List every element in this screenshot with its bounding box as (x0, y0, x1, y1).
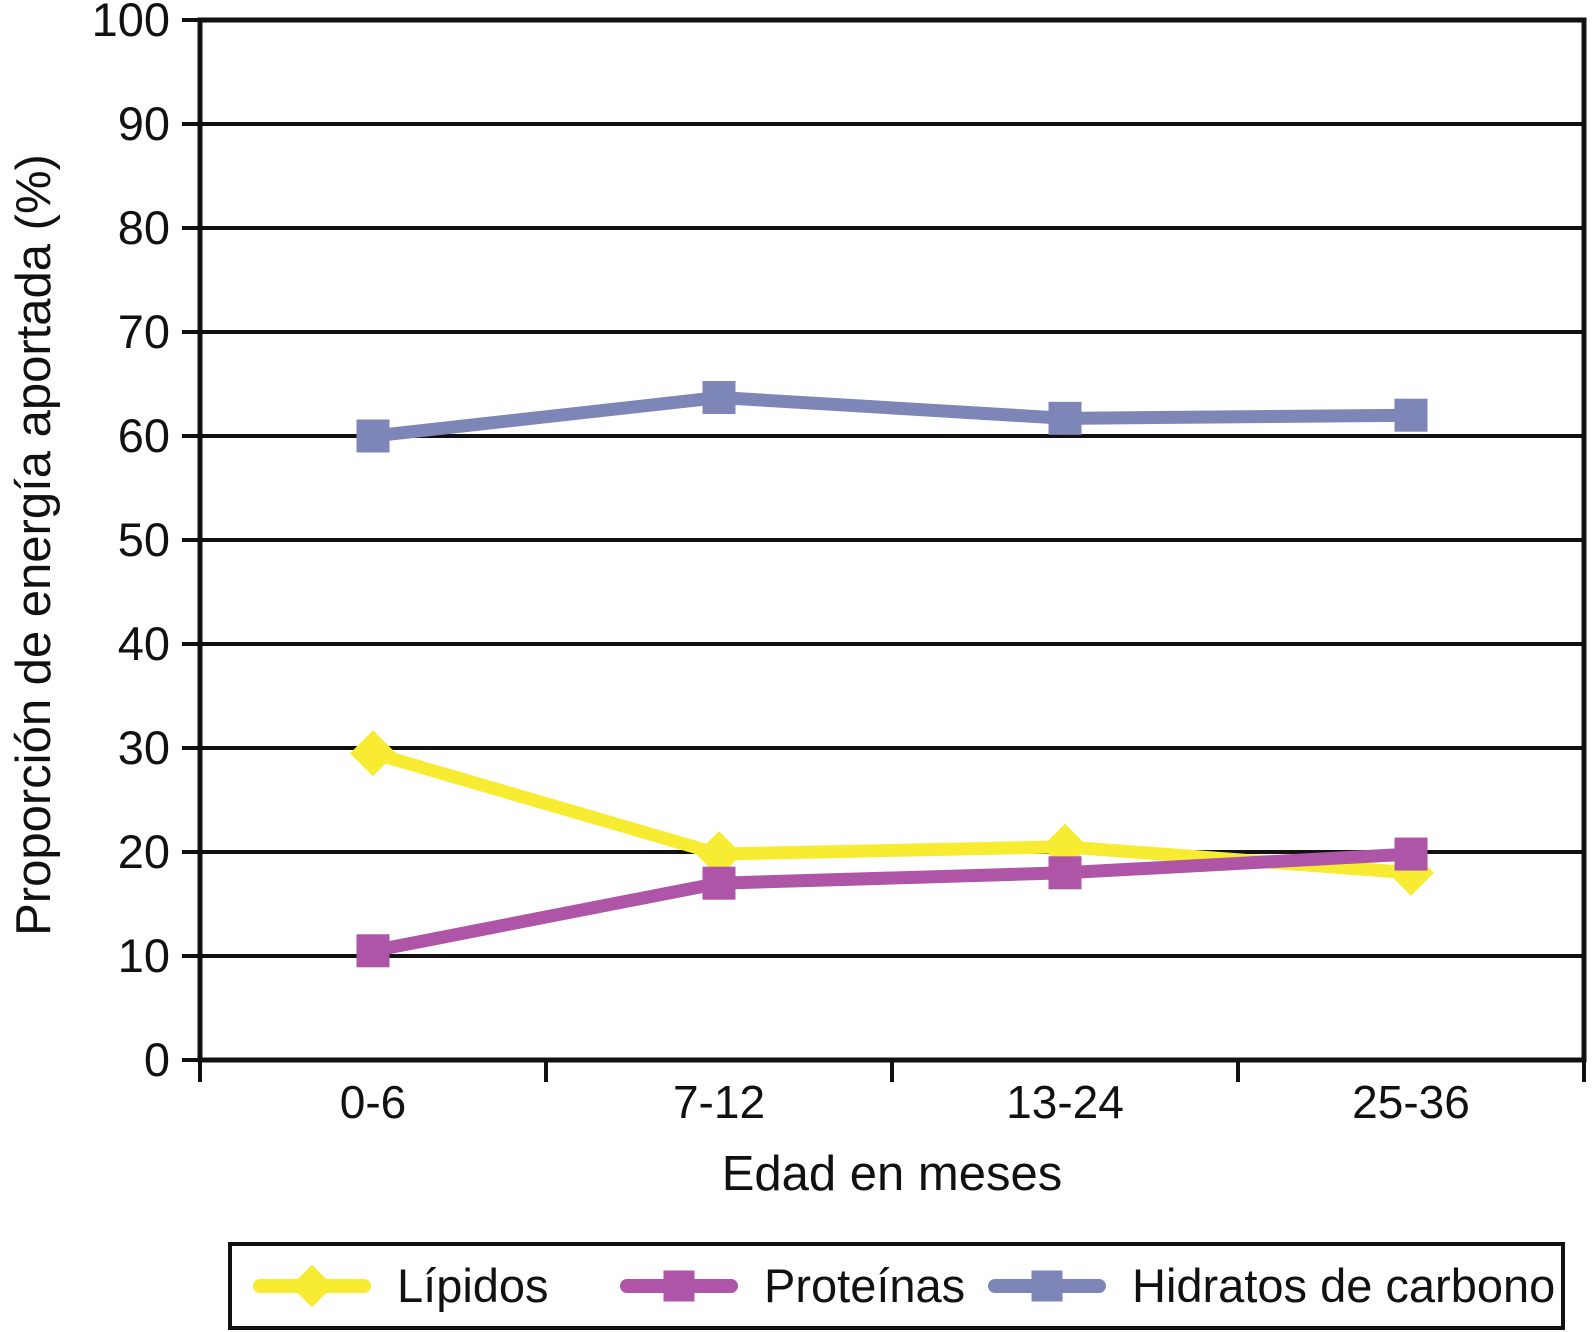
marker-Lípidos-7-12 (696, 831, 742, 878)
y-tick-label-100: 100 (91, 0, 170, 46)
marker-Proteínas-13-24 (1048, 856, 1082, 890)
y-tick-label-80: 80 (117, 201, 170, 254)
y-tick-label-0: 0 (143, 1033, 170, 1086)
x-tick-label-0-6: 0-6 (339, 1076, 407, 1128)
y-tick-label-60: 60 (117, 409, 170, 462)
y-tick-label-70: 70 (117, 305, 170, 358)
legend: Lípidos Proteínas Hidratos de carbono (228, 1242, 1565, 1330)
y-tick-label-30: 30 (117, 721, 170, 774)
marker-Proteínas-7-12 (702, 866, 736, 900)
x-tick-label-13-24: 13-24 (1006, 1076, 1124, 1128)
marker-Hidratos de carbono-7-12 (702, 381, 736, 415)
legend-item-hidratos: Hidratos de carbono (988, 1246, 1555, 1326)
y-tick-label-50: 50 (117, 513, 170, 566)
legend-label: Proteínas (764, 1259, 966, 1312)
series-line-Lípidos (371, 746, 1412, 880)
x-tick-label-7-12: 7-12 (672, 1076, 766, 1128)
marker-Proteínas-0-6 (356, 934, 390, 968)
series-line-Hidratos de carbono (372, 391, 1412, 443)
plot-border (197, 17, 1587, 1063)
marker-Hidratos de carbono-13-24 (1048, 401, 1082, 435)
marker-Lípidos-0-6 (350, 730, 396, 777)
proteinas-square-marker-icon (620, 1256, 738, 1316)
hidratos-square-marker-icon (988, 1256, 1106, 1316)
x-tick-label-25-36: 25-36 (1352, 1076, 1470, 1128)
legend-label: Lípidos (397, 1259, 549, 1312)
y-tick-label-90: 90 (117, 97, 170, 150)
legend-label: Hidratos de carbono (1132, 1259, 1556, 1312)
marker-Hidratos de carbono-0-6 (356, 419, 390, 453)
lipidos-diamond-marker-icon (253, 1256, 371, 1316)
legend-item-lipidos: Lípidos (253, 1246, 549, 1326)
series-line-Proteínas (371, 847, 1412, 958)
x-axis-title: Edad en meses (721, 1147, 1063, 1201)
marker-Proteínas-25-36 (1394, 837, 1428, 871)
y-tick-label-10: 10 (117, 929, 170, 982)
y-tick-label-40: 40 (117, 617, 170, 670)
marker-Hidratos de carbono-25-36 (1394, 398, 1428, 432)
y-tick-label-20: 20 (117, 825, 170, 878)
legend-item-proteinas: Proteínas (620, 1246, 965, 1326)
